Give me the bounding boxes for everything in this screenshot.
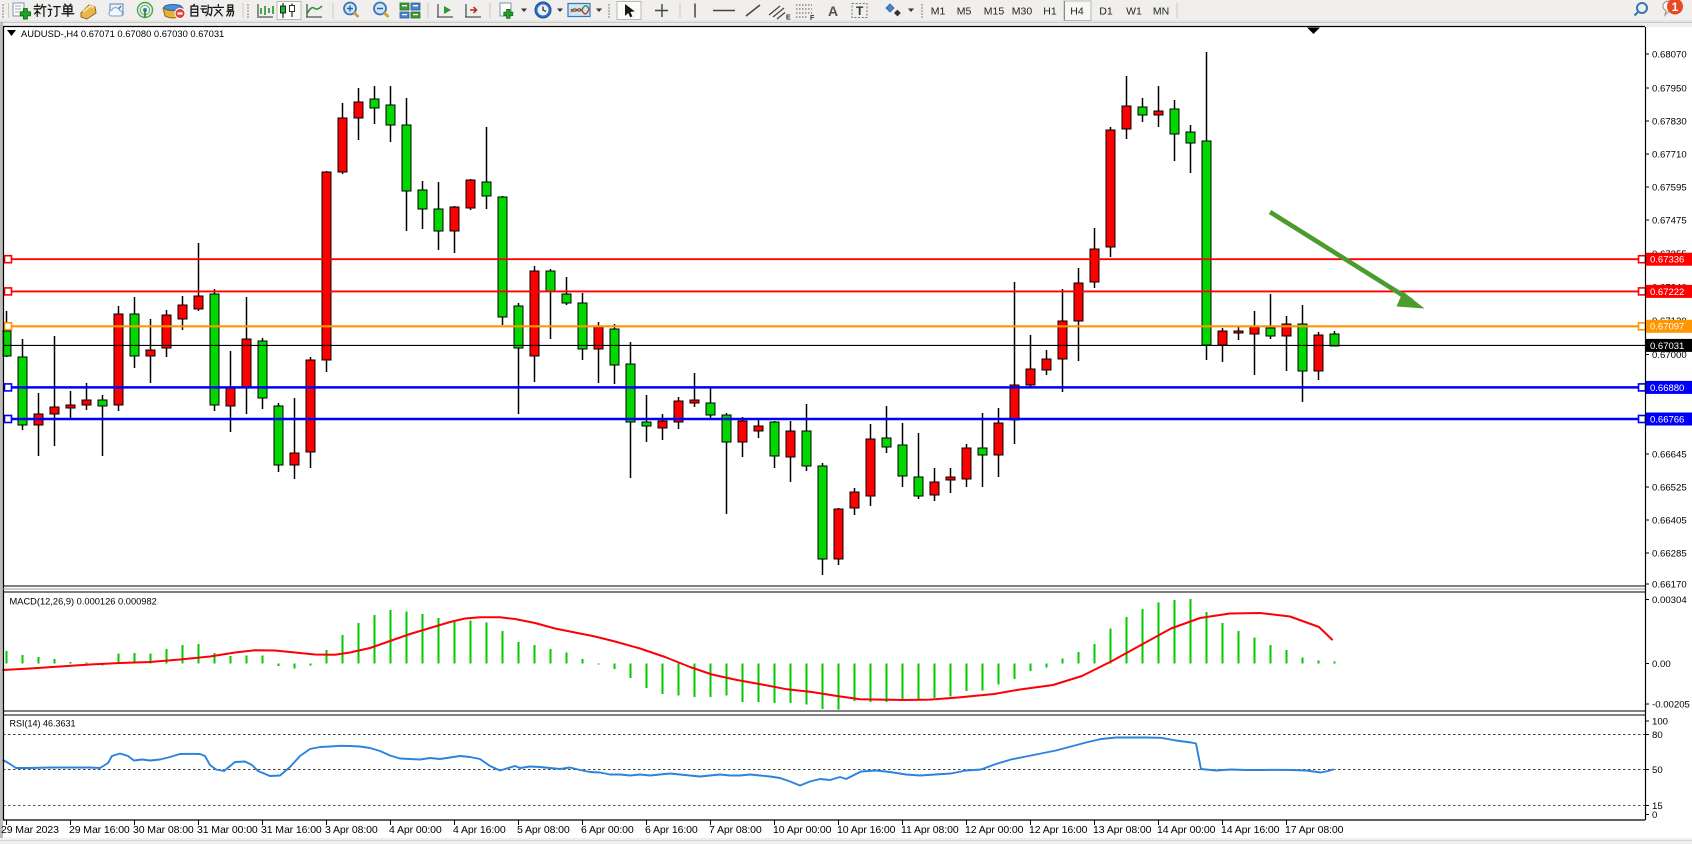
svg-text:15: 15 bbox=[1652, 801, 1663, 812]
svg-text:0.00: 0.00 bbox=[1652, 659, 1671, 670]
svg-text:7 Apr 08:00: 7 Apr 08:00 bbox=[709, 824, 762, 836]
svg-text:1: 1 bbox=[1672, 0, 1679, 14]
svg-text:0.66525: 0.66525 bbox=[1652, 482, 1687, 493]
svg-text:17 Apr 08:00: 17 Apr 08:00 bbox=[1285, 824, 1344, 836]
svg-text:A: A bbox=[828, 3, 838, 19]
svg-text:MACD(12,26,9) 0.000126 0.00098: MACD(12,26,9) 0.000126 0.000982 bbox=[10, 597, 157, 607]
svg-text:0.66880: 0.66880 bbox=[1650, 383, 1684, 394]
svg-text:10 Apr 16:00: 10 Apr 16:00 bbox=[837, 824, 896, 836]
svg-text:100: 100 bbox=[1652, 716, 1668, 727]
svg-text:6 Apr 16:00: 6 Apr 16:00 bbox=[645, 824, 698, 836]
svg-text:RSI(14) 46.3631: RSI(14) 46.3631 bbox=[10, 718, 76, 728]
svg-text:10 Apr 00:00: 10 Apr 00:00 bbox=[773, 824, 832, 836]
svg-text:H4: H4 bbox=[1070, 6, 1084, 18]
svg-text:T: T bbox=[856, 4, 864, 18]
svg-text:AUDUSD-,H4 0.67071 0.67080 0.: AUDUSD-,H4 0.67071 0.67080 0.67030 0.670… bbox=[21, 28, 224, 39]
svg-text:M15: M15 bbox=[984, 6, 1005, 18]
svg-text:MN: MN bbox=[1153, 6, 1169, 18]
svg-text:0.67475: 0.67475 bbox=[1652, 215, 1687, 226]
svg-text:0.66766: 0.66766 bbox=[1650, 414, 1684, 425]
svg-text:11 Apr 08:00: 11 Apr 08:00 bbox=[901, 824, 959, 836]
svg-text:14 Apr 00:00: 14 Apr 00:00 bbox=[1157, 824, 1216, 836]
svg-text:29 Mar 16:00: 29 Mar 16:00 bbox=[69, 824, 130, 836]
svg-text:5 Apr 08:00: 5 Apr 08:00 bbox=[517, 824, 570, 836]
svg-text:0.67336: 0.67336 bbox=[1650, 255, 1684, 266]
svg-text:0.66405: 0.66405 bbox=[1652, 515, 1687, 526]
svg-text:4 Apr 00:00: 4 Apr 00:00 bbox=[389, 824, 442, 836]
svg-text:0.67830: 0.67830 bbox=[1652, 116, 1687, 127]
svg-text:29 Mar 2023: 29 Mar 2023 bbox=[1, 824, 59, 836]
svg-text:H1: H1 bbox=[1043, 6, 1057, 18]
svg-text:0.66645: 0.66645 bbox=[1652, 449, 1687, 460]
svg-text:0.67031: 0.67031 bbox=[1650, 341, 1684, 352]
svg-text:0.66285: 0.66285 bbox=[1652, 548, 1687, 559]
svg-text:3 Apr 08:00: 3 Apr 08:00 bbox=[325, 824, 378, 836]
svg-text:0.00304: 0.00304 bbox=[1652, 595, 1687, 606]
svg-text:D1: D1 bbox=[1099, 6, 1113, 18]
svg-text:30 Mar 08:00: 30 Mar 08:00 bbox=[133, 824, 194, 836]
svg-text:12 Apr 16:00: 12 Apr 16:00 bbox=[1029, 824, 1088, 836]
svg-text:0.67710: 0.67710 bbox=[1652, 149, 1687, 160]
svg-text:0.67000: 0.67000 bbox=[1652, 350, 1687, 361]
svg-text:0.67222: 0.67222 bbox=[1650, 287, 1684, 298]
svg-text:0.66170: 0.66170 bbox=[1652, 579, 1687, 590]
svg-text:W1: W1 bbox=[1126, 6, 1142, 18]
svg-text:M1: M1 bbox=[931, 6, 946, 18]
svg-text:0.67097: 0.67097 bbox=[1650, 322, 1684, 333]
svg-text:F: F bbox=[810, 15, 815, 22]
svg-text:31 Mar 00:00: 31 Mar 00:00 bbox=[197, 824, 258, 836]
svg-text:M30: M30 bbox=[1012, 6, 1033, 18]
svg-text:M5: M5 bbox=[957, 6, 972, 18]
svg-text:0.67595: 0.67595 bbox=[1652, 182, 1687, 193]
svg-text:14 Apr 16:00: 14 Apr 16:00 bbox=[1221, 824, 1280, 836]
svg-text:31 Mar 16:00: 31 Mar 16:00 bbox=[261, 824, 322, 836]
svg-text:6 Apr 00:00: 6 Apr 00:00 bbox=[581, 824, 634, 836]
svg-text:E: E bbox=[786, 15, 791, 22]
svg-text:4 Apr 16:00: 4 Apr 16:00 bbox=[453, 824, 506, 836]
svg-text:12 Apr 00:00: 12 Apr 00:00 bbox=[965, 824, 1024, 836]
svg-text:0: 0 bbox=[1652, 810, 1657, 821]
svg-text:0.67950: 0.67950 bbox=[1652, 83, 1687, 94]
svg-text:50: 50 bbox=[1652, 765, 1663, 776]
svg-text:13 Apr 08:00: 13 Apr 08:00 bbox=[1093, 824, 1152, 836]
svg-text:80: 80 bbox=[1652, 730, 1663, 741]
svg-text:0.68070: 0.68070 bbox=[1652, 49, 1687, 60]
svg-text:-0.00205: -0.00205 bbox=[1652, 699, 1690, 710]
